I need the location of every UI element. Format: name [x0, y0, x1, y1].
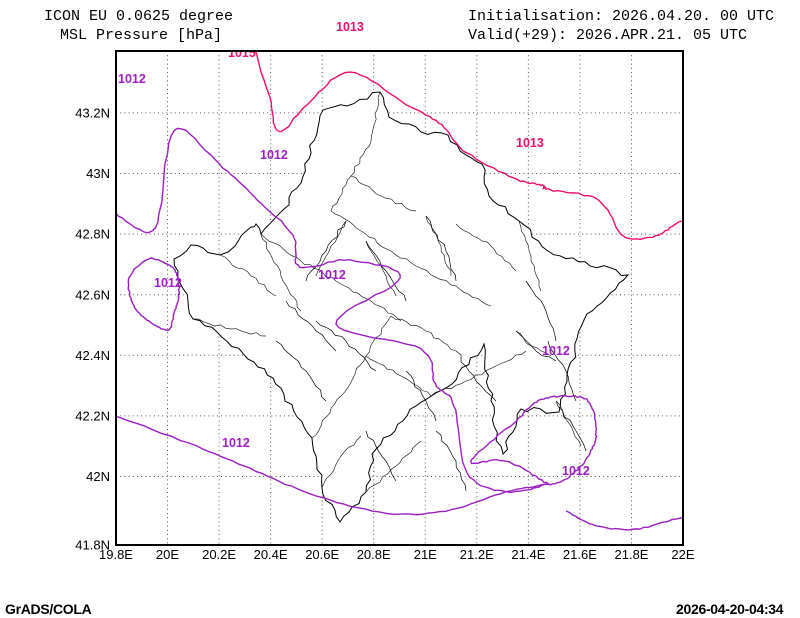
svg-text:21.4E: 21.4E — [511, 547, 545, 562]
svg-text:20E: 20E — [156, 547, 179, 562]
svg-text:1012: 1012 — [260, 148, 288, 162]
svg-text:1013: 1013 — [516, 136, 544, 150]
svg-text:21.6E: 21.6E — [563, 547, 597, 562]
svg-text:20.8E: 20.8E — [357, 547, 391, 562]
svg-text:1012: 1012 — [318, 268, 346, 282]
svg-text:43N: 43N — [86, 166, 110, 181]
svg-text:1013: 1013 — [336, 20, 364, 34]
svg-text:22E: 22E — [671, 547, 694, 562]
svg-text:1012: 1012 — [222, 436, 250, 450]
svg-text:1012: 1012 — [154, 276, 182, 290]
svg-text:42.4N: 42.4N — [75, 348, 110, 363]
svg-text:1012: 1012 — [562, 464, 590, 478]
svg-text:20.2E: 20.2E — [202, 547, 236, 562]
svg-text:42.2N: 42.2N — [75, 409, 110, 424]
svg-text:42N: 42N — [86, 469, 110, 484]
svg-text:20.4E: 20.4E — [254, 547, 288, 562]
svg-text:43.2N: 43.2N — [75, 106, 110, 121]
svg-text:42.8N: 42.8N — [75, 227, 110, 242]
svg-text:19.8E: 19.8E — [99, 547, 133, 562]
svg-text:1012: 1012 — [118, 72, 146, 86]
svg-text:42.6N: 42.6N — [75, 287, 110, 302]
svg-text:21.2E: 21.2E — [460, 547, 494, 562]
svg-text:21.8E: 21.8E — [615, 547, 649, 562]
svg-text:1012: 1012 — [542, 344, 570, 358]
svg-text:1015: 1015 — [228, 46, 256, 60]
svg-text:21E: 21E — [414, 547, 437, 562]
svg-text:20.6E: 20.6E — [305, 547, 339, 562]
